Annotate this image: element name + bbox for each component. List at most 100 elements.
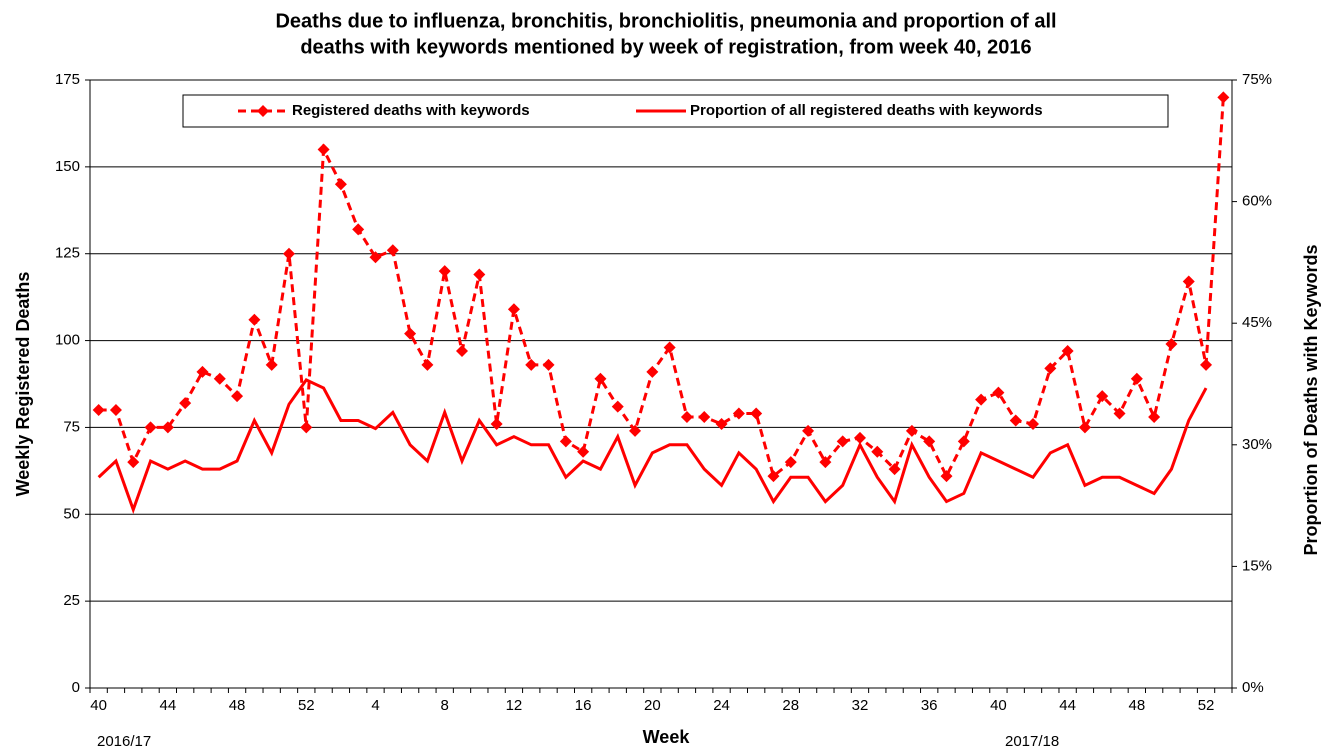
x-tick-label: 8: [441, 697, 449, 714]
data-point: [231, 390, 244, 403]
y2-tick-label: 60%: [1242, 193, 1272, 210]
data-point: [975, 393, 988, 406]
data-point: [836, 435, 849, 448]
y2-tick-label: 30%: [1242, 436, 1272, 453]
data-point: [784, 456, 797, 469]
data-point: [1200, 358, 1213, 371]
y2-tick-label: 45%: [1242, 314, 1272, 331]
y-tick-label: 150: [55, 158, 80, 175]
x-tick-label: 16: [575, 697, 592, 714]
x-tick-label: 12: [506, 697, 523, 714]
data-point: [663, 341, 676, 354]
y2-axis-title: Proportion of Deaths with Keywords: [1301, 244, 1321, 555]
x-tick-label: 24: [713, 697, 730, 714]
data-point: [109, 404, 122, 417]
series-line: [98, 97, 1225, 480]
x-tick-label: 44: [160, 697, 177, 714]
data-point: [1113, 407, 1126, 420]
x-tick-label: 40: [990, 697, 1007, 714]
data-point: [1009, 414, 1022, 427]
data-point: [213, 372, 226, 385]
x-tick-label: 52: [1198, 697, 1215, 714]
data-point: [196, 365, 209, 378]
data-point: [1130, 372, 1143, 385]
data-point: [473, 268, 486, 281]
series-line: [97, 378, 1208, 515]
data-point: [923, 435, 936, 448]
x-tick-label: 20: [644, 697, 661, 714]
data-point: [300, 421, 313, 434]
data-point: [715, 417, 728, 430]
data-point: [334, 178, 347, 191]
data-point: [127, 456, 140, 469]
data-point: [317, 143, 330, 156]
y-axis-title: Weekly Registered Deaths: [13, 272, 33, 497]
data-point: [957, 435, 970, 448]
data-point: [819, 456, 832, 469]
data-point: [680, 411, 693, 424]
data-point: [369, 251, 382, 264]
y-tick-label: 100: [55, 332, 80, 349]
x-tick-label: 32: [852, 697, 869, 714]
legend-label: Registered deaths with keywords: [292, 102, 530, 119]
data-point: [161, 421, 174, 434]
data-point: [92, 404, 105, 417]
chart-title: deaths with keywords mentioned by week o…: [300, 36, 1031, 58]
data-point: [352, 223, 365, 236]
data-point: [611, 400, 624, 413]
data-point: [456, 344, 469, 357]
data-point: [594, 372, 607, 385]
y-tick-label: 50: [63, 505, 80, 522]
data-point: [1182, 275, 1195, 288]
data-point: [940, 470, 953, 483]
data-point: [144, 421, 157, 434]
data-point: [629, 424, 642, 437]
data-point: [1027, 417, 1040, 430]
y-tick-label: 75: [63, 418, 80, 435]
y2-tick-label: 75%: [1242, 71, 1272, 88]
data-point: [905, 424, 918, 437]
data-point: [386, 244, 399, 257]
data-point: [179, 397, 192, 410]
y-tick-label: 125: [55, 245, 80, 262]
x-tick-label: 48: [229, 697, 246, 714]
season-label: 2017/18: [1005, 733, 1059, 749]
data-point: [1044, 362, 1057, 375]
data-point: [248, 313, 261, 326]
data-point: [853, 431, 866, 444]
data-point: [871, 445, 884, 458]
data-point: [1061, 344, 1074, 357]
x-tick-label: 28: [782, 697, 799, 714]
data-point: [490, 417, 503, 430]
data-point: [404, 327, 417, 340]
data-point: [1096, 390, 1109, 403]
data-point: [282, 247, 295, 260]
data-point: [698, 411, 711, 424]
data-point: [888, 463, 901, 476]
data-point: [438, 265, 451, 278]
x-tick-label: 52: [298, 697, 315, 714]
y2-tick-label: 0%: [1242, 679, 1264, 696]
x-tick-label: 48: [1128, 697, 1145, 714]
data-point: [1165, 338, 1178, 351]
x-tick-label: 36: [921, 697, 938, 714]
data-point: [767, 470, 780, 483]
data-point: [542, 358, 555, 371]
data-point: [559, 435, 572, 448]
data-point: [750, 407, 763, 420]
x-tick-label: 44: [1059, 697, 1076, 714]
data-point: [1078, 421, 1091, 434]
x-tick-label: 4: [371, 697, 379, 714]
data-point: [802, 424, 815, 437]
data-point: [577, 445, 590, 458]
legend-marker: [257, 105, 269, 117]
chart-title: Deaths due to influenza, bronchitis, bro…: [275, 10, 1056, 32]
data-point: [265, 358, 278, 371]
y-tick-label: 0: [72, 679, 80, 696]
data-point: [1148, 411, 1161, 424]
data-point: [646, 365, 659, 378]
y-tick-label: 175: [55, 71, 80, 88]
data-point: [507, 303, 520, 316]
data-point: [421, 358, 434, 371]
